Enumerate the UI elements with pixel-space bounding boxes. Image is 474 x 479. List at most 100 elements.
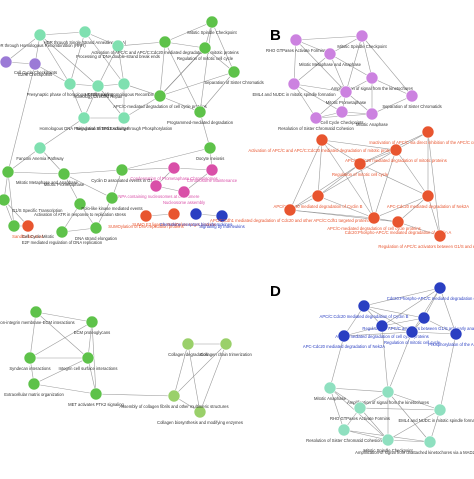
network-edge: [34, 63, 71, 85]
pathway-node: [7, 219, 21, 233]
network-edge: [7, 63, 36, 173]
pathway-node: [339, 85, 353, 99]
pathway-node: [189, 207, 203, 221]
pathway-node: [81, 351, 95, 365]
network-edge: [5, 34, 41, 63]
pathway-node-label: Non-integrin membrane-ECM interactions: [0, 320, 75, 325]
pathway-node-label: Chromosome Maintenance: [187, 178, 238, 183]
pathway-node: [193, 105, 207, 119]
network-edge: [7, 171, 65, 175]
pathway-node-label: Regulation of APC/C activators between G…: [362, 326, 474, 331]
network-edge: [371, 77, 413, 97]
pathway-node-label: Mitotic Spindle Checkpoint: [363, 448, 413, 453]
pathway-node: [29, 305, 43, 319]
pathway-node-label: Amplification of signal from the kinetoc…: [331, 86, 413, 91]
pathway-node: [111, 39, 125, 53]
pathway-node-label: Regulation of mitotic cell cycle: [177, 56, 234, 61]
network-edge: [345, 35, 363, 93]
network-edge: [317, 195, 375, 219]
pathway-node-label: SUMOylation of DNA replication proteins: [108, 224, 183, 229]
network-edge: [159, 41, 166, 97]
pathway-node-label: APC/C:Cdh1 mediated degradation of Cdc20…: [210, 218, 370, 223]
pathway-node: [309, 111, 323, 125]
network-edge: [295, 35, 363, 41]
network-edge: [289, 209, 399, 223]
pathway-node: [117, 111, 131, 125]
network-edge: [427, 195, 441, 237]
pathway-node: [205, 163, 219, 177]
network-edge: [293, 53, 331, 85]
network-edge: [343, 325, 383, 337]
pathway-node: [337, 423, 351, 437]
pathway-node: [283, 203, 297, 217]
network-edge: [159, 47, 206, 97]
pathway-node: [433, 229, 447, 243]
pathway-node: [105, 191, 119, 205]
network-edge: [295, 39, 347, 93]
network-edge: [387, 331, 413, 393]
network-edge: [329, 387, 345, 431]
pathway-node: [167, 207, 181, 221]
pathway-node: [89, 387, 103, 401]
pathway-node-label: Collagen biosynthesis and modifying enzy…: [157, 420, 243, 425]
pathway-node: [323, 381, 337, 395]
pathway-node: [389, 143, 403, 157]
pathway-node-label: Integrin cell surface interactions: [59, 366, 118, 371]
pathway-node-label: Nucleosome assembly: [163, 200, 206, 205]
network-edge: [329, 53, 347, 93]
network-edge: [373, 195, 429, 219]
pathway-node: [193, 405, 207, 419]
pathway-node: [78, 25, 92, 39]
network-edge: [95, 393, 175, 397]
network-edge: [387, 391, 441, 411]
pathway-node-label: Cdc20:Phospho-APC/C mediated degradation…: [345, 230, 452, 235]
pathway-node: [433, 403, 447, 417]
pathway-node-label: Cell Cycle Checkpoints: [320, 120, 363, 125]
network-edge: [397, 195, 429, 223]
pathway-node-label: Collagen chain trimerization: [200, 352, 252, 357]
network-edge: [84, 31, 125, 85]
pathway-node-label: Mitotic Metaphase and Anaphase: [299, 62, 362, 67]
pathway-node-label: DNA strand elongation: [75, 236, 118, 241]
pathway-node-label: APC/C:Cdc20 mediated degradation of Cycl…: [274, 204, 363, 209]
network-edge: [317, 149, 397, 197]
network-edge: [321, 139, 375, 219]
pathway-node-label: Sandhu fan et al.: [12, 234, 44, 239]
pathway-node-label: APC/C:Cdc20 mediated degradation of Cycl…: [320, 314, 409, 319]
network-edge: [381, 287, 441, 327]
panel-label-b: B: [270, 27, 281, 44]
pathway-node-label: Mitotic Spindle Checkpoint: [337, 44, 387, 49]
pathway-node-label: Regulation of TP53 Activity through Phos…: [76, 126, 173, 131]
pathway-node: [353, 157, 367, 171]
pathway-node-label: Regulation of mitotic cell cycle: [332, 172, 389, 177]
pathway-node: [0, 193, 11, 207]
pathway-node-label: CENPA containing nucleosomes at centrome…: [113, 194, 201, 199]
network-edge: [35, 311, 93, 323]
pathway-node-label: Cell Cycle Checkpoints: [14, 70, 57, 75]
pathway-node-label: Cdc20:Phospho-APC/C mediated degradation…: [387, 296, 474, 301]
pathway-node-label: Fanconi Anemia Pathway: [16, 156, 64, 161]
network-edge: [39, 34, 99, 87]
pathway-node: [365, 71, 379, 85]
pathway-node-label: Polo-like kinase mediated events: [81, 206, 142, 211]
pathway-node-label: Presynaptic phase of homologous DNA pair…: [27, 92, 114, 97]
pathway-node-label: Activation of ATR in response to replica…: [34, 212, 126, 217]
pathway-node-label: Mitotic Anaphase: [314, 396, 347, 401]
pathway-node-label: Cell Cycle Mitotic: [22, 234, 54, 239]
panel-c-network: Non-integrin membrane-ECM interactions EC…: [0, 305, 253, 425]
pathway-node-label: Oocyte meiosis: [196, 156, 225, 161]
pathway-node: [91, 79, 105, 93]
network-edge: [387, 439, 431, 443]
pathway-node: [323, 47, 337, 61]
network-edge: [359, 163, 375, 219]
pathway-node-label: ECM proteoglycans: [74, 330, 111, 335]
network-edge: [29, 311, 37, 359]
pathway-node: [117, 77, 131, 91]
network-edge: [159, 95, 201, 113]
pathway-node: [289, 33, 303, 47]
network-edge: [361, 35, 413, 97]
network-edge: [363, 287, 441, 307]
pathway-node-label: Programmed-mediated degradation: [167, 120, 234, 125]
pathway-node: [177, 185, 191, 199]
